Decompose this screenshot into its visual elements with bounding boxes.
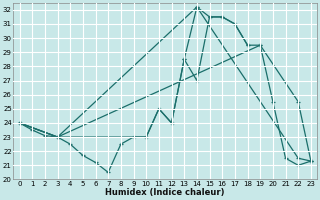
X-axis label: Humidex (Indice chaleur): Humidex (Indice chaleur) xyxy=(106,188,225,197)
